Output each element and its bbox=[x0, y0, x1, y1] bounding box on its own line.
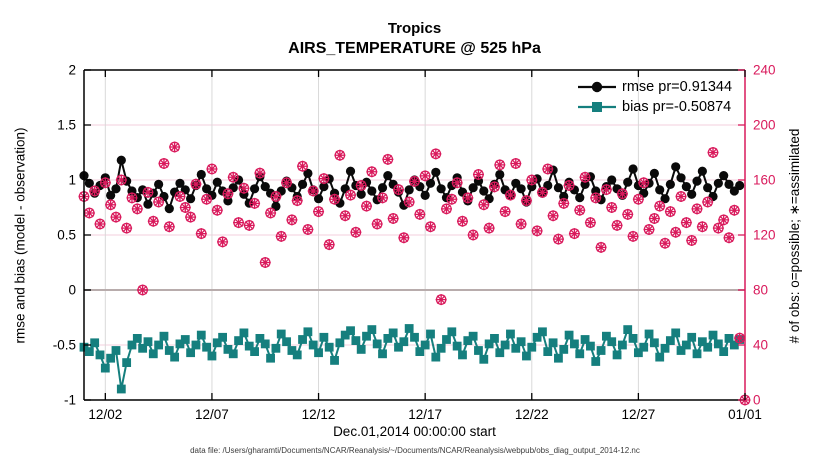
data-file-footnote: data file: /Users/gharamti/Documents/NCA… bbox=[190, 446, 640, 455]
right-tick-label: 120 bbox=[753, 228, 776, 243]
rmse-series bbox=[79, 155, 745, 214]
left-tick-label: 1.5 bbox=[57, 118, 76, 133]
left-tick-label: -0.5 bbox=[53, 338, 76, 353]
legend-label-rmse: rmse pr=0.91344 bbox=[622, 79, 733, 95]
x-tick-label: 12/22 bbox=[515, 407, 549, 422]
right-tick-label: 200 bbox=[753, 118, 776, 133]
rmse-legend-marker-icon bbox=[578, 81, 616, 93]
legend: rmse pr=0.91344 bias pr=-0.50874 bbox=[576, 77, 732, 117]
right-tick-label: 0 bbox=[753, 393, 761, 408]
x-tick-label: 12/27 bbox=[621, 407, 655, 422]
left-axis-label: rmse and bias (model - observation) bbox=[12, 127, 28, 344]
legend-label-bias: bias pr=-0.50874 bbox=[622, 99, 732, 115]
axis-ticks bbox=[84, 69, 746, 401]
obs-count-series bbox=[78, 141, 751, 406]
left-tick-label: 0.5 bbox=[57, 228, 76, 243]
left-tick-label: 1 bbox=[68, 173, 76, 188]
right-tick-label: 40 bbox=[753, 338, 768, 353]
x-axis-label: Dec.01,2014 00:00:00 start bbox=[333, 424, 496, 439]
axis-tick-labels: 2 1.5 1 0.5 0 -0.5 -1 240 200 160 120 80 40 0 12/02 12/… bbox=[53, 63, 776, 423]
legend-entry-rmse: rmse pr=0.91344 bbox=[576, 77, 732, 97]
x-tick-label: 12/02 bbox=[88, 407, 122, 422]
left-tick-label: 2 bbox=[68, 63, 76, 78]
right-tick-label: 160 bbox=[753, 173, 776, 188]
left-tick-label: 0 bbox=[68, 283, 76, 298]
plot-title-region: Tropics bbox=[387, 20, 442, 37]
legend-entry-bias: bias pr=-0.50874 bbox=[576, 97, 732, 117]
right-tick-label: 240 bbox=[753, 63, 776, 78]
x-tick-label: 01/01 bbox=[728, 407, 762, 422]
x-tick-label: 12/12 bbox=[302, 407, 336, 422]
horizontal-gridlines bbox=[84, 124, 745, 346]
bias-legend-marker-icon bbox=[578, 102, 616, 112]
right-axis-label: # of obs: o=possible; ∗=assimilated bbox=[787, 128, 802, 344]
left-tick-label: -1 bbox=[64, 393, 76, 408]
plot-title-variable: AIRS_TEMPERATURE @ 525 hPa bbox=[288, 40, 541, 57]
x-tick-label: 12/07 bbox=[195, 407, 229, 422]
right-tick-label: 80 bbox=[753, 283, 768, 298]
bias-series bbox=[79, 324, 745, 394]
x-tick-label: 12/17 bbox=[408, 407, 442, 422]
